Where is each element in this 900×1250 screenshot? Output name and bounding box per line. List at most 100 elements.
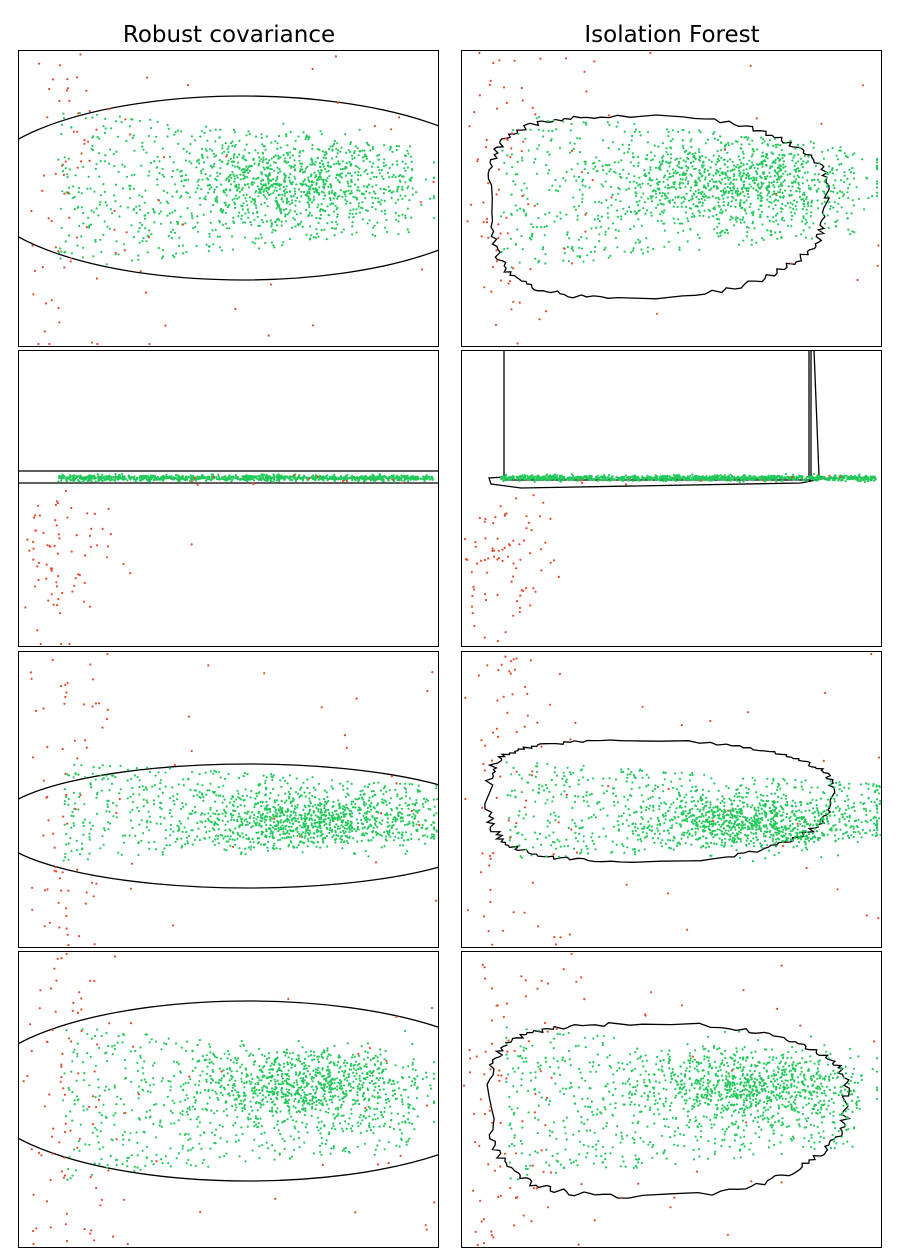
- inlier-point: [538, 144, 541, 147]
- inlier-point: [557, 190, 560, 193]
- inlier-point: [610, 204, 613, 207]
- inlier-point: [403, 167, 406, 170]
- inlier-point: [378, 172, 381, 175]
- inlier-point: [672, 473, 676, 477]
- inlier-point: [562, 259, 565, 262]
- inlier-point: [395, 148, 398, 152]
- inlier-point: [746, 163, 749, 166]
- inlier-point: [103, 160, 107, 163]
- inlier-point: [228, 174, 231, 178]
- inlier-point: [776, 157, 779, 160]
- outlier-point: [74, 577, 77, 580]
- inlier-point: [617, 229, 620, 232]
- outlier-point: [95, 128, 98, 131]
- outlier-point: [68, 642, 71, 646]
- inlier-point: [298, 151, 301, 154]
- inlier-point: [241, 156, 245, 159]
- outlier-point: [39, 642, 42, 646]
- inlier-point: [94, 476, 97, 479]
- inlier-point: [782, 166, 785, 169]
- inlier-point: [288, 176, 291, 179]
- inlier-point: [681, 174, 684, 177]
- inlier-point: [161, 255, 165, 258]
- inlier-point: [812, 146, 815, 149]
- inlier-point: [875, 194, 879, 198]
- inlier-point: [659, 163, 662, 166]
- inlier-point: [716, 149, 719, 153]
- inlier-point: [698, 171, 701, 174]
- inlier-point: [706, 169, 709, 172]
- inlier-point: [323, 228, 326, 231]
- inlier-point: [821, 150, 824, 153]
- inlier-point: [184, 179, 187, 182]
- inlier-point: [643, 169, 646, 172]
- inlier-point: [309, 198, 312, 201]
- inlier-point: [634, 186, 637, 190]
- inlier-point: [318, 176, 321, 179]
- outlier-point: [89, 545, 92, 548]
- inlier-point: [782, 180, 785, 183]
- inlier-point: [649, 168, 652, 171]
- inlier-point: [740, 136, 743, 139]
- inlier-point: [678, 246, 681, 249]
- inlier-point: [569, 141, 572, 144]
- inlier-point: [698, 169, 701, 172]
- inlier-point: [355, 476, 358, 479]
- inlier-point: [165, 473, 168, 476]
- inlier-point: [303, 178, 306, 181]
- inlier-point: [167, 234, 170, 238]
- inlier-point: [686, 217, 689, 220]
- inlier-point: [556, 474, 559, 477]
- inlier-point: [727, 141, 730, 145]
- inlier-point: [628, 206, 631, 209]
- inlier-point: [189, 474, 192, 477]
- inlier-point: [357, 205, 360, 208]
- inlier-point: [669, 199, 672, 202]
- outlier-point: [59, 612, 62, 615]
- inlier-point: [704, 478, 707, 481]
- inlier-point: [698, 151, 701, 154]
- inlier-point: [682, 172, 685, 175]
- inlier-point: [244, 197, 247, 200]
- inlier-point: [803, 199, 806, 203]
- inlier-point: [240, 188, 244, 192]
- inlier-point: [361, 207, 364, 210]
- inlier-point: [756, 167, 759, 170]
- outlier-point: [521, 194, 524, 198]
- inlier-point: [91, 144, 94, 148]
- inlier-point: [623, 250, 626, 253]
- inlier-point: [107, 478, 110, 481]
- inlier-point: [330, 186, 333, 189]
- inlier-point: [318, 217, 321, 220]
- inlier-point: [253, 200, 257, 203]
- inlier-point: [871, 476, 874, 479]
- inlier-point: [566, 231, 569, 234]
- inlier-point: [588, 186, 591, 189]
- inlier-point: [735, 220, 738, 223]
- inlier-point: [60, 479, 63, 482]
- inlier-point: [378, 201, 381, 204]
- inlier-point: [766, 175, 769, 178]
- inlier-point: [719, 135, 722, 138]
- inlier-point: [817, 178, 820, 181]
- outlier-point: [531, 106, 534, 109]
- inlier-point: [780, 236, 783, 239]
- outlier-point: [610, 196, 613, 199]
- inlier-point: [647, 197, 650, 200]
- inlier-point: [147, 134, 150, 138]
- inlier-point: [863, 208, 866, 211]
- inlier-point: [99, 201, 102, 204]
- inlier-point: [843, 152, 846, 155]
- inlier-point: [294, 177, 297, 180]
- inlier-point: [581, 193, 584, 196]
- inlier-point: [351, 221, 354, 224]
- inlier-point: [740, 161, 743, 164]
- inlier-point: [759, 191, 762, 195]
- inlier-point: [716, 139, 720, 142]
- inlier-point: [98, 152, 101, 155]
- inlier-point: [310, 158, 313, 161]
- inlier-point: [427, 476, 430, 479]
- decision-boundary: [18, 470, 439, 484]
- inlier-point: [349, 150, 352, 154]
- inlier-point: [512, 128, 515, 132]
